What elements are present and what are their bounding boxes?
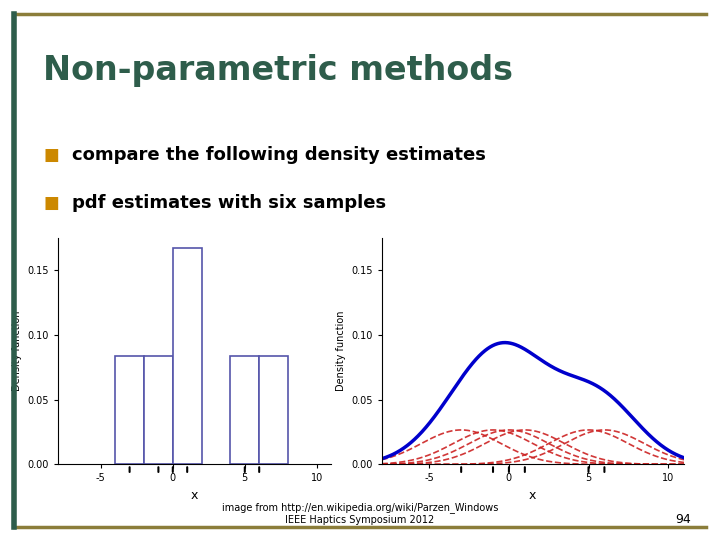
Y-axis label: Density function: Density function xyxy=(12,310,22,392)
Bar xyxy=(115,356,144,464)
X-axis label: x: x xyxy=(529,489,536,502)
Text: pdf estimates with six samples: pdf estimates with six samples xyxy=(72,194,386,212)
Bar xyxy=(144,356,173,464)
Y-axis label: Density function: Density function xyxy=(336,310,346,392)
Bar xyxy=(259,356,288,464)
Text: image from http://en.wikipedia.org/wiki/Parzen_Windows: image from http://en.wikipedia.org/wiki/… xyxy=(222,502,498,513)
X-axis label: x: x xyxy=(191,489,198,502)
Text: compare the following density estimates: compare the following density estimates xyxy=(72,146,486,164)
Bar xyxy=(173,248,202,464)
Text: IEEE Haptics Symposium 2012: IEEE Haptics Symposium 2012 xyxy=(285,515,435,525)
Text: 94: 94 xyxy=(675,512,691,526)
Bar xyxy=(230,356,259,464)
Text: ■: ■ xyxy=(43,146,59,164)
Text: Non-parametric methods: Non-parametric methods xyxy=(43,54,513,87)
Text: ■: ■ xyxy=(43,194,59,212)
